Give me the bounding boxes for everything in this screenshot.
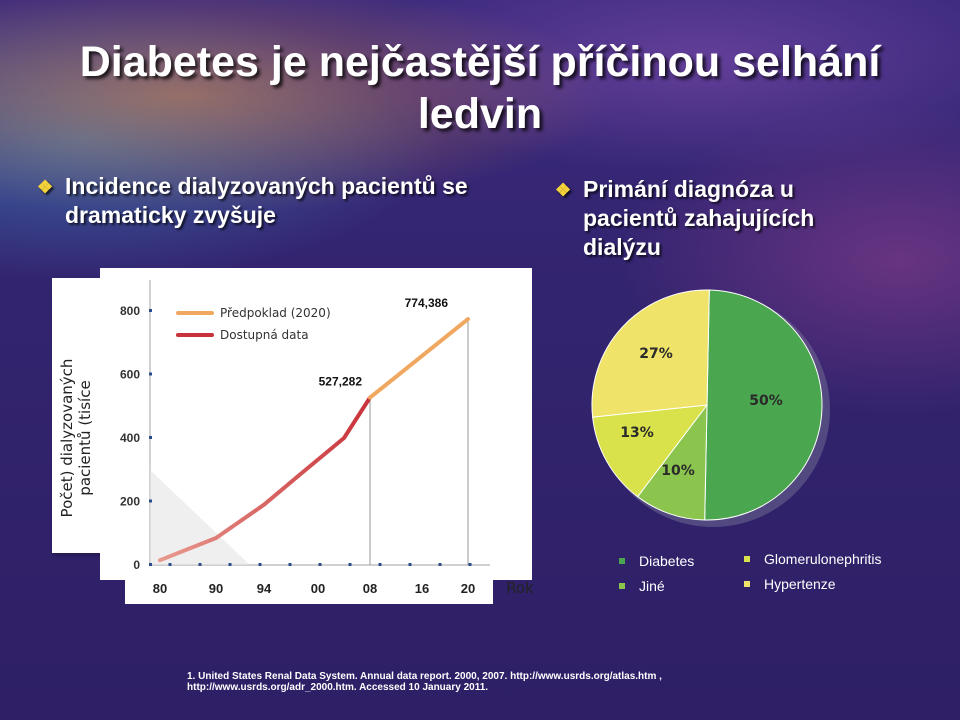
line-chart-x-tick-label: 16: [415, 581, 429, 596]
legend-label: Hypertenze: [764, 576, 836, 592]
footnote: 1. United States Renal Data System. Annu…: [187, 671, 807, 693]
pie-slice-jiné: [636, 403, 708, 521]
chart-axis-panel: [125, 572, 493, 604]
line-chart-y-tick-label: 400: [120, 431, 140, 445]
pie-slice-label: 13%: [620, 425, 654, 441]
legend-glomerulonephritis: Glomerulonephritis: [744, 551, 882, 567]
line-chart-x-axis-marker: [258, 563, 262, 566]
bullet-incidence: ❖ Incidence dialyzovaných pacientů se dr…: [37, 172, 545, 230]
line-chart-x-axis-marker: [198, 563, 202, 566]
slide-title: Diabetes je nejčastější příčinou selhání…: [79, 38, 881, 138]
line-chart-y-tick-label: 600: [120, 368, 140, 382]
line-chart-x-axis-marker: [468, 563, 472, 566]
legend-hypertenze: Hypertenze: [744, 576, 836, 592]
line-chart-y-tick-label: 200: [120, 495, 140, 509]
line-chart-legend-label: Dostupná data: [220, 328, 309, 342]
line-chart-x-axis-marker: [288, 563, 292, 566]
line-chart-legend-label: Předpoklad (2020): [220, 306, 331, 320]
footnote-line-2: http://www.usrds.org/adr_2000.htm. Acces…: [187, 682, 489, 693]
bullet-diagnosis-text: Primání diagnóza u pacientů zahajujících…: [583, 176, 815, 260]
legend-swatch: [744, 556, 750, 562]
line-chart-x-tick-label: 80: [153, 581, 167, 596]
legend-diabetes: Diabetes: [619, 553, 695, 569]
line-chart-y-tick-marker: [149, 372, 152, 376]
line-chart-y-tick-marker: [149, 436, 152, 439]
diamond-bullet-icon: ❖: [555, 180, 572, 200]
line-chart-x-axis-marker: [438, 563, 442, 566]
line-chart-x-tick-label: 08: [363, 581, 377, 596]
line-chart-x-tick-label: 94: [257, 581, 272, 596]
legend-swatch: [744, 581, 750, 587]
pie-slice-label: 50%: [749, 393, 783, 409]
diamond-bullet-icon: ❖: [37, 177, 54, 197]
legend-swatch: [619, 583, 625, 589]
line-chart-x-axis-marker: [168, 563, 172, 566]
line-chart-y-tick-label: 800: [120, 304, 140, 318]
pie-slice-hypertenze: [591, 289, 710, 418]
line-chart-x-axis-marker: [318, 563, 322, 566]
legend-label: Jiné: [639, 578, 665, 594]
line-chart-x-axis-marker: [408, 563, 412, 566]
pie-slice-diabetes: [704, 289, 823, 521]
line-chart-x-axis-marker: [378, 563, 382, 566]
line-chart-x-axis-marker: [348, 563, 352, 566]
line-chart-x-tick-label: 20: [461, 581, 475, 596]
line-chart-y-tick-marker: [149, 499, 152, 503]
line-chart-y-tick-label: 0: [133, 558, 140, 572]
bullet-incidence-text: Incidence dialyzovaných pacientů se dram…: [65, 173, 468, 228]
line-series-forecast: [368, 317, 470, 400]
legend-label: Diabetes: [639, 553, 695, 569]
line-chart-x-tick-label: 00: [311, 581, 325, 596]
line-chart-y-tick-marker: [149, 309, 152, 312]
line-chart-y-tick-marker: [149, 563, 152, 566]
line-chart-corner-shade: [150, 470, 250, 565]
line-series-available-data: [158, 395, 372, 563]
pie-slice-label: 27%: [639, 346, 673, 362]
pie-slice-glomerulonephritis: [592, 404, 709, 498]
line-chart-data-label: 774,386: [405, 296, 449, 310]
line-chart-x-axis-title: Rok: [506, 579, 534, 597]
bullet-diagnosis: ❖ Primání diagnóza u pacientů zahajující…: [555, 175, 883, 262]
line-chart-x-tick-label: 90: [209, 581, 223, 596]
legend-jine: Jiné: [619, 578, 665, 594]
pie-slice-label: 10%: [661, 463, 695, 479]
footnote-line-1: 1. United States Renal Data System. Annu…: [187, 671, 662, 682]
line-chart-data-label: 527,282: [319, 375, 363, 389]
legend-swatch: [619, 558, 625, 564]
legend-label: Glomerulonephritis: [764, 551, 882, 567]
line-chart-x-axis-marker: [228, 563, 232, 566]
